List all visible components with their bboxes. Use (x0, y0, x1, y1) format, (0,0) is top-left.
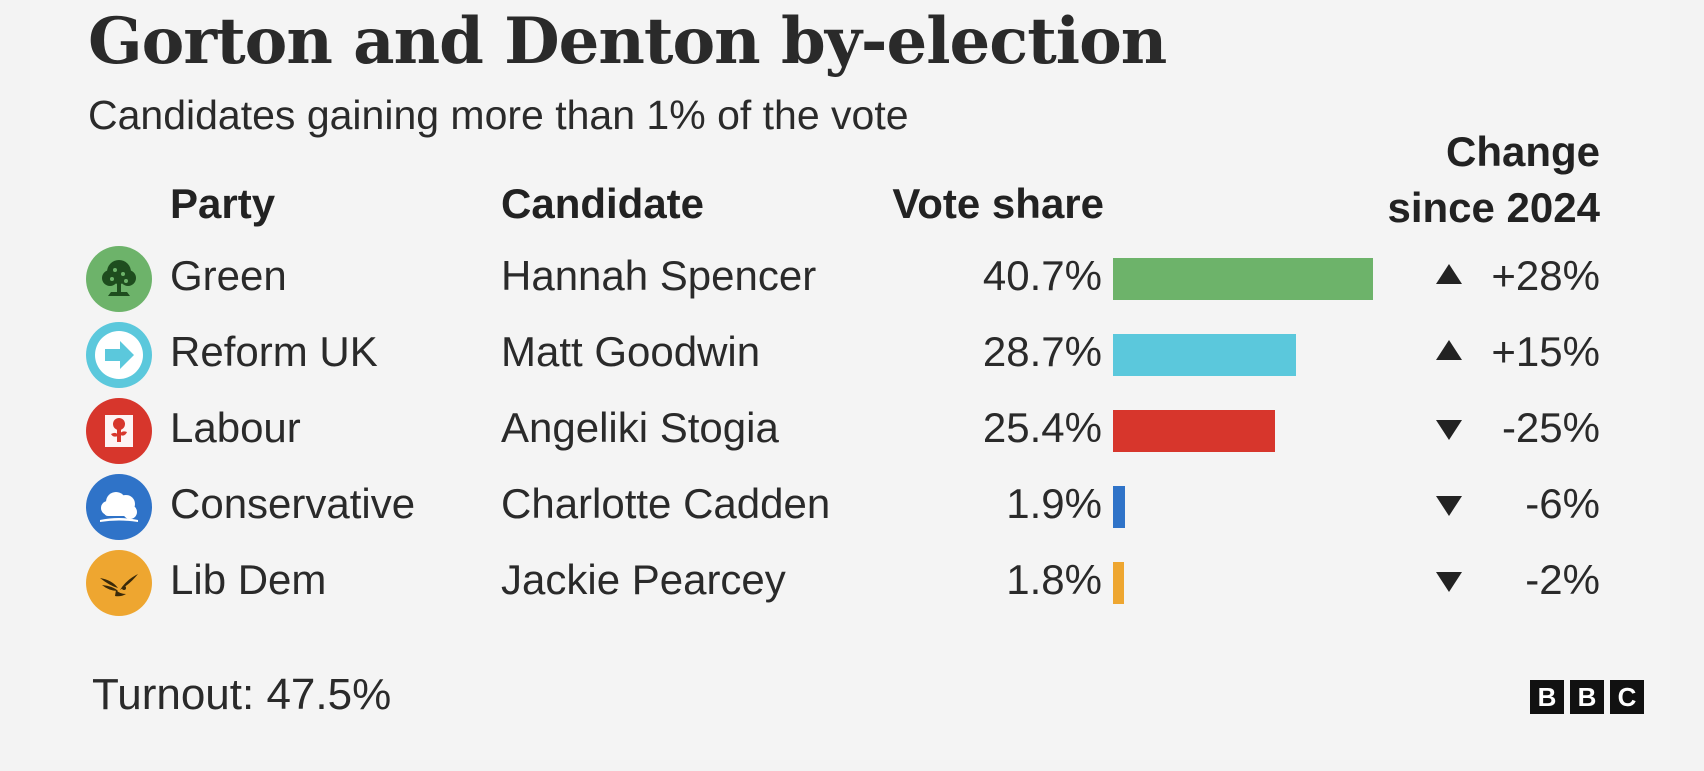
table-row: Labour Angeliki Stogia 25.4% -25% (0, 390, 1704, 472)
party-name: Lib Dem (170, 556, 327, 603)
arrow-down-icon (1436, 572, 1462, 592)
candidate-name: Charlotte Cadden (501, 480, 831, 527)
vote-share-label: 40.7% (982, 252, 1102, 299)
change-label: +15% (1491, 328, 1600, 375)
column-header-party: Party (170, 180, 276, 227)
tree-icon (86, 246, 152, 312)
arrow-up-icon (1436, 340, 1462, 360)
bbc-logo-letter: C (1610, 680, 1644, 714)
arrow-up-icon (1436, 264, 1462, 284)
vote-share-bar (1113, 334, 1296, 376)
change-label: -6% (1525, 480, 1600, 527)
vote-share-label: 1.8% (1006, 556, 1102, 603)
column-header-vote-share: Vote share (892, 180, 1104, 227)
vote-share-label: 25.4% (982, 404, 1102, 451)
table-row: Conservative Charlotte Cadden 1.9% -6% (0, 466, 1704, 548)
vote-share-bar (1113, 486, 1125, 528)
change-label: -25% (1501, 404, 1600, 451)
column-header-change-line2: since 2024 (1387, 184, 1600, 231)
vote-share-bar (1113, 562, 1124, 604)
party-name: Reform UK (170, 328, 378, 375)
party-name: Conservative (170, 480, 416, 527)
arrow-down-icon (1436, 496, 1462, 516)
vote-share-label: 1.9% (1006, 480, 1102, 527)
arrow-down-icon (1436, 420, 1462, 440)
table-row: Reform UK Matt Goodwin 28.7% +15% (0, 314, 1704, 396)
column-header-change: Change since 2024 (1387, 124, 1600, 236)
party-name: Labour (170, 404, 301, 451)
vote-share-bar (1113, 258, 1373, 300)
candidate-name: Hannah Spencer (501, 252, 817, 299)
party-name: Green (170, 252, 287, 299)
table-row: Lib Dem Jackie Pearcey 1.8% -2% (0, 542, 1704, 624)
vote-share-label: 28.7% (982, 328, 1102, 375)
change-label: -2% (1525, 556, 1600, 603)
candidate-name: Angeliki Stogia (501, 404, 779, 451)
column-header-change-line1: Change (1445, 128, 1600, 175)
bbc-logo-letter: B (1570, 680, 1604, 714)
table-row: Green Hannah Spencer 40.7% +28% (0, 238, 1704, 320)
tree-cloud-icon (86, 474, 152, 540)
column-header-candidate: Candidate (501, 180, 705, 227)
rose-icon (86, 398, 152, 464)
bbc-logo-letter: B (1530, 680, 1564, 714)
candidate-name: Matt Goodwin (501, 328, 761, 375)
change-label: +28% (1491, 252, 1600, 299)
bird-icon (86, 550, 152, 616)
vote-share-bar (1113, 410, 1275, 452)
bbc-logo: B B C (1530, 680, 1644, 714)
candidate-name: Jackie Pearcey (501, 556, 786, 603)
chart-subtitle: Candidates gaining more than 1% of the v… (88, 92, 909, 138)
chart-panel (30, 0, 1670, 760)
arrow-icon (86, 322, 152, 388)
chart-title: Gorton and Denton by-election (88, 4, 1167, 79)
turnout-label: Turnout: 47.5% (92, 670, 392, 719)
